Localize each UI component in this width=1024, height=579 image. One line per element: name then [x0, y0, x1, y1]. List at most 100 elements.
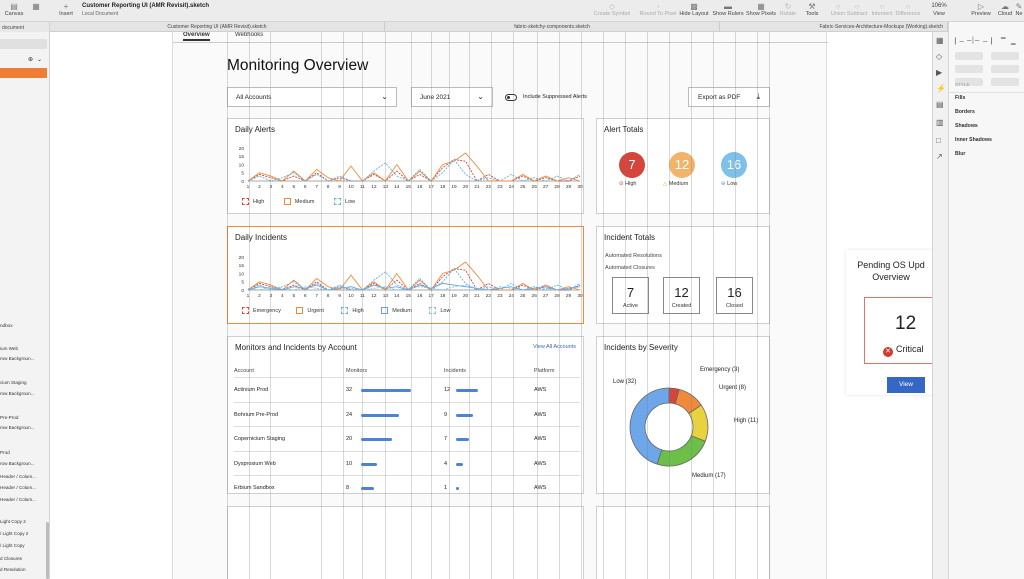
layer-item[interactable]: Pre-Prod — [0, 415, 19, 420]
radius-field[interactable] — [991, 78, 1019, 86]
blur-section[interactable]: Blur — [955, 151, 966, 157]
x-field[interactable] — [955, 52, 983, 60]
x-tick-label: 22 — [486, 293, 492, 299]
incidents-bar — [456, 438, 469, 441]
component-icon[interactable]: ◇ — [936, 52, 943, 61]
closed-stat: 16 Closed — [716, 277, 753, 314]
view-button[interactable]: View — [887, 377, 925, 393]
layer-item[interactable]: d Closures — [0, 556, 22, 561]
align-top-icon[interactable]: ▔ — [1001, 39, 1006, 45]
export-pdf-button[interactable]: Export as PDF ⤓ — [688, 87, 770, 107]
col-header-monitors: Monitors — [346, 368, 368, 374]
layer-item[interactable]: ndbox — [0, 323, 13, 328]
export-icon[interactable]: □ — [936, 136, 941, 145]
width-field[interactable] — [955, 65, 983, 73]
canvas-toggle[interactable]: ▤ Canvas — [4, 2, 24, 17]
height-field[interactable] — [991, 65, 1019, 73]
layer-item[interactable]: d Resolution — [0, 567, 26, 572]
difference-button[interactable]: ○ Difference — [895, 2, 921, 17]
zoom-control[interactable]: 106% View — [928, 2, 950, 17]
layer-item[interactable]: Prod — [0, 450, 10, 455]
view-all-accounts-link[interactable]: View All Accounts — [532, 344, 576, 350]
align-center-icon[interactable]: ─│─ — [967, 38, 980, 44]
show-pixels-button[interactable]: ▦ Show Pixels — [746, 2, 776, 17]
suppressed-alerts-toggle[interactable] — [505, 94, 517, 101]
layer-item[interactable]: Light Copy 2 — [0, 519, 26, 524]
legend-label: Low — [440, 308, 451, 314]
fills-section[interactable]: Fills — [955, 95, 966, 101]
layer-item[interactable]: / Light Copy — [0, 543, 25, 548]
page-title: Monitoring Overview — [227, 57, 369, 74]
hide-layout-button[interactable]: ▩ Hide Layout — [679, 2, 709, 17]
x-tick-label: 24 — [509, 184, 515, 190]
layer-item[interactable]: Header / Colum... — [0, 474, 36, 479]
table-row[interactable]: Erbium Sandbox 8 1 AWS — [234, 475, 580, 499]
x-tick-label: 1 — [247, 184, 250, 190]
accounts-dropdown[interactable]: All Accounts ⌄ — [227, 87, 397, 107]
sidebar-page-row[interactable] — [0, 39, 47, 49]
subtract-button[interactable]: ○ Subtract — [846, 2, 868, 17]
doc-tab-sketchy-components[interactable]: fabric-sketchy-components.sketch — [385, 22, 720, 32]
layer-item[interactable]: row Backgroun... — [0, 391, 35, 396]
grid-column-line — [537, 32, 538, 579]
create-symbol-button[interactable]: ◇ Create Symbol — [592, 2, 632, 17]
doc-tab-customer-reporting[interactable]: Customer Reporting UI (AMR Revisit).sket… — [50, 22, 385, 32]
tab-webhooks[interactable]: Webhooks — [235, 32, 264, 38]
legend-item-medium: Medium — [381, 307, 412, 314]
inner-shadows-section[interactable]: Inner Shadows — [955, 137, 992, 143]
layer-item[interactable]: Header / Colum... — [0, 497, 36, 502]
rotate-button[interactable]: ↻ Rotate — [778, 2, 798, 17]
layer-item[interactable]: ium Web — [0, 346, 19, 351]
x-tick-label: 8 — [327, 293, 330, 299]
sidebar-scrollbar[interactable] — [46, 522, 49, 579]
preview-button[interactable]: ▷ Preview — [970, 2, 992, 17]
table-row[interactable]: Copernicium Staging 20 7 AWS — [234, 426, 580, 450]
layer-item[interactable]: cium Staging — [0, 380, 27, 385]
chevron-down-icon[interactable]: ⌄ — [37, 57, 43, 63]
daily-incidents-card[interactable]: Daily Incidents 0 5 10 15 20 1 2 3 4 5 6 7 8 9 10 11 12 1… — [227, 226, 584, 324]
layers-toggle[interactable]: ▦ — [30, 2, 42, 11]
inspect-icon[interactable]: ▦ — [936, 36, 944, 45]
union-button[interactable]: ○ Union — [830, 2, 846, 17]
insert-button[interactable]: + Insert — [56, 2, 76, 17]
share-icon[interactable]: ↗ — [936, 152, 943, 161]
layer-item[interactable]: row Backgroun... — [0, 425, 35, 430]
prototype-play-icon[interactable]: ▶ — [936, 68, 943, 77]
table-row[interactable]: Bohrium Pre-Prod 24 9 AWS — [234, 401, 580, 426]
align-right-icon[interactable]: ─▕ — [983, 39, 992, 45]
intersect-button[interactable]: ○ Intersect — [870, 2, 894, 17]
layer-item[interactable]: / Light Copy 2 — [0, 531, 29, 536]
table-row[interactable]: Actinium Prod 32 12 AWS — [234, 377, 580, 401]
pending-os-updates-title: Pending OS Upd Overview — [846, 259, 936, 283]
doc-tab-architecture-mockups[interactable]: Fabric-Services-Architecture-Mockups (Wo… — [720, 22, 948, 32]
resize-icon[interactable]: ▥ — [936, 118, 944, 127]
layer-item[interactable]: Header / Colum... — [0, 485, 36, 490]
add-page-icon[interactable]: ⊕ — [28, 57, 34, 63]
x-tick-label: 3 — [270, 184, 273, 190]
align-bottom-icon[interactable]: ▁ — [1011, 39, 1016, 45]
align-left-icon[interactable]: ▏─ — [955, 39, 964, 45]
round-to-pixel-button[interactable]: ▫ Round To Pixel — [638, 2, 678, 17]
layer-item[interactable]: row Backgroun... — [0, 461, 35, 466]
show-rulers-button[interactable]: ▬ Show Rulers — [712, 2, 744, 17]
intersect-label: Intersect — [871, 11, 893, 17]
rotation-field[interactable] — [955, 78, 983, 86]
tools-button[interactable]: ⚒ Tools — [802, 2, 822, 17]
selected-page-row[interactable] — [0, 68, 47, 78]
grid-column-line — [603, 32, 604, 579]
tab-overview[interactable]: Overview — [183, 32, 210, 41]
month-dropdown[interactable]: June 2021 ⌄ — [411, 87, 493, 107]
table-row[interactable]: Dysprosium Web 10 4 AWS — [234, 450, 580, 475]
canvas[interactable]: Overview Webhooks Monitoring Overview Al… — [50, 32, 948, 579]
new-button[interactable]: ✎ Ne — [1014, 2, 1024, 17]
borders-section[interactable]: Borders — [955, 109, 975, 115]
cloud-button[interactable]: ☁ Cloud — [996, 2, 1014, 17]
lightning-icon[interactable]: ⚡ — [936, 84, 946, 93]
y-field[interactable] — [991, 52, 1019, 60]
align-icon[interactable]: ▤ — [936, 100, 944, 109]
layer-item[interactable]: row Backgroun... — [0, 356, 35, 361]
shadows-section[interactable]: Shadows — [955, 123, 978, 129]
severity-label-emergency: Emergency (3) — [700, 367, 740, 373]
created-label: Created — [671, 303, 692, 309]
incidents-count: 1 — [444, 485, 448, 491]
